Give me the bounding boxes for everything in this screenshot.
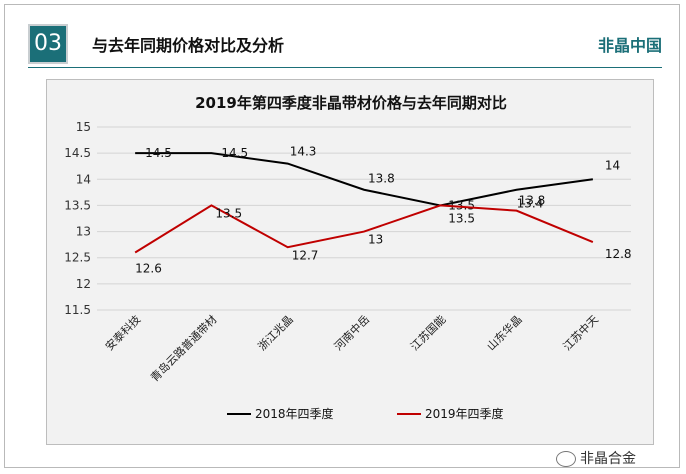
- data-label: 14.5: [145, 146, 172, 160]
- page-frame: [4, 4, 680, 468]
- x-tick-label: 江苏中天: [561, 313, 601, 353]
- chart-title: 2019年第四季度非晶带材价格与去年同期对比: [195, 94, 507, 112]
- y-tick-label: 14: [76, 172, 91, 186]
- chart-container: 2019年第四季度非晶带材价格与去年同期对比 11.5 12 12.5 13 13.5 14…: [46, 79, 654, 445]
- data-label: 13.8: [519, 194, 546, 208]
- x-tick-label: 河南中岳: [332, 313, 372, 353]
- x-tick-label: 江苏国能: [407, 312, 448, 353]
- data-label: 14: [605, 158, 620, 172]
- x-tick-label: 浙江兆晶: [256, 313, 296, 353]
- series-line-1: [135, 152, 593, 207]
- section-title: 与去年同期价格对比及分析: [92, 36, 285, 55]
- data-label: 13.8: [368, 172, 395, 186]
- data-label: 12.8: [605, 247, 632, 261]
- y-tick-label: 14.5: [64, 146, 91, 160]
- watermark-text: 非晶合金: [580, 451, 636, 467]
- y-tick-label: 12.5: [64, 251, 91, 265]
- x-tick-label: 山东华晶: [484, 312, 525, 353]
- y-tick-label: 11.5: [64, 303, 91, 317]
- data-label: 13: [368, 233, 383, 247]
- x-tick-label: 青岛云路普通带材: [147, 312, 219, 384]
- y-tick-label: 13.5: [64, 198, 91, 212]
- y-tick-label: 13: [76, 225, 91, 239]
- legend-label-1: 2018年四季度: [255, 406, 334, 421]
- watermark: 非晶合金: [556, 448, 636, 468]
- series-line-2: [134, 204, 594, 254]
- data-label: 12.6: [135, 261, 162, 275]
- brand-name: 非晶中国: [597, 36, 662, 55]
- x-tick-label: 安泰科技: [102, 312, 143, 353]
- line-chart: 2019年第四季度非晶带材价格与去年同期对比 11.5 12 12.5 13 13.5 14…: [64, 94, 632, 421]
- section-header: 03 与去年同期价格对比及分析 非晶中国: [28, 24, 662, 68]
- legend-label-2: 2019年四季度: [425, 406, 504, 421]
- data-label: 13.5: [448, 211, 475, 225]
- data-label: 14.5: [221, 146, 248, 160]
- wechat-icon: [556, 451, 576, 467]
- data-label: 14.3: [290, 145, 317, 159]
- y-tick-label: 12: [76, 277, 91, 291]
- data-label: 12.7: [292, 248, 319, 262]
- header-divider: [28, 67, 662, 68]
- section-number: 03: [28, 24, 68, 64]
- data-label: 13.5: [215, 206, 242, 220]
- y-tick-label: 15: [76, 120, 91, 134]
- data-label: 13.5: [448, 198, 475, 212]
- data-label: 13.4: [517, 197, 544, 211]
